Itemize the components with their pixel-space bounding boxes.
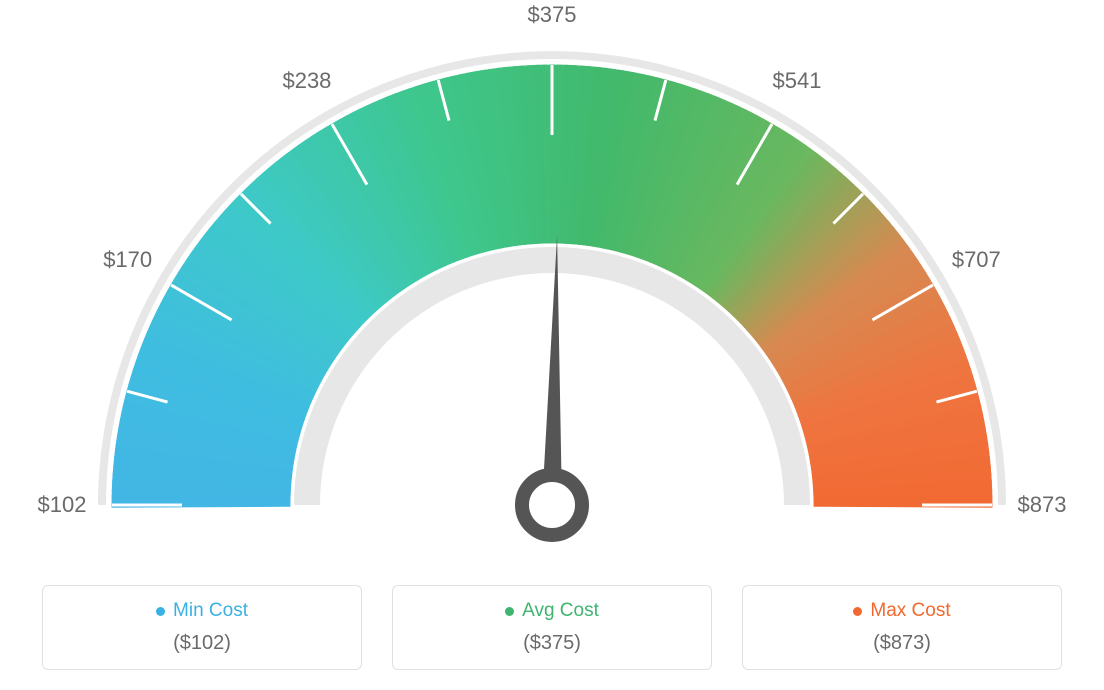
legend-avg-title: Avg Cost (403, 600, 701, 622)
legend-avg-label: Avg Cost (522, 600, 599, 622)
gauge-tick-label: $541 (773, 68, 822, 94)
legend-min-label: Min Cost (173, 600, 248, 622)
gauge-tick-label: $375 (528, 2, 577, 28)
gauge-chart: $102 $170 $238 $375 $541 $707 $873 (0, 0, 1104, 560)
gauge-tick-label: $707 (952, 247, 1001, 273)
gauge-tick-label: $102 (38, 492, 87, 518)
legend-avg-cost: Avg Cost ($375) (392, 585, 712, 670)
gauge-tick-label: $873 (1018, 492, 1067, 518)
legend-max-value: ($873) (753, 632, 1051, 655)
gauge-tick-label: $170 (103, 247, 152, 273)
legend-min-value: ($102) (53, 632, 351, 655)
legend-min-cost: Min Cost ($102) (42, 585, 362, 670)
legend-row: Min Cost ($102) Avg Cost ($375) Max Cost… (0, 585, 1104, 670)
legend-max-title: Max Cost (753, 600, 1051, 622)
legend-max-dot (853, 607, 862, 616)
gauge-tick-label: $238 (282, 68, 331, 94)
legend-avg-dot (505, 607, 514, 616)
legend-max-cost: Max Cost ($873) (742, 585, 1062, 670)
legend-max-label: Max Cost (870, 600, 950, 622)
gauge-svg (0, 0, 1104, 560)
legend-min-title: Min Cost (53, 600, 351, 622)
legend-min-dot (156, 607, 165, 616)
legend-avg-value: ($375) (403, 632, 701, 655)
